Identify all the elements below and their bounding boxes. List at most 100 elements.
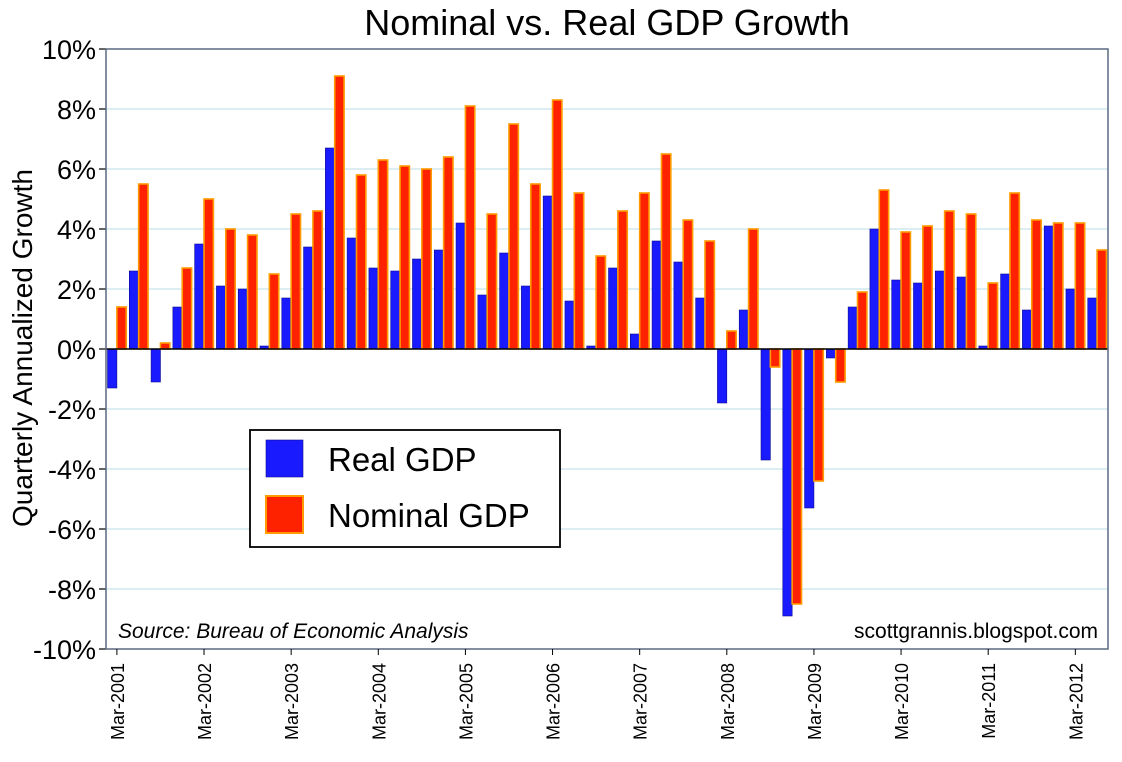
nominal-gdp-bar: [529, 183, 541, 350]
plot-frame: [105, 48, 1109, 650]
real-gdp-bar: [107, 348, 118, 389]
x-tick-label: Mar-2011: [979, 663, 999, 739]
plot-area: 10% 8% 6% 4% 2% 0% -2% -4% -6% -8% -10% Mar-2001 Mar…: [33, 35, 1109, 740]
y-tick-label: -6%: [48, 515, 96, 545]
nominal-gdp-bar: [421, 168, 433, 350]
real-gdp-bar: [717, 348, 728, 404]
real-gdp-bar: [542, 195, 553, 350]
nominal-gdp-bar: [878, 189, 890, 350]
real-gdp-bar: [738, 309, 749, 350]
nominal-gdp-bar: [638, 192, 650, 350]
x-tick-label: Mar-2005: [456, 663, 476, 740]
real-gdp-bar: [455, 222, 466, 350]
real-gdp-bar: [1087, 297, 1098, 350]
x-tick-label: Mar-2002: [195, 663, 215, 740]
nominal-gdp-bar: [965, 213, 977, 350]
nominal-gdp-bar: [355, 174, 367, 350]
real-gdp-bar: [390, 270, 401, 350]
legend: Real GDP Nominal GDP: [249, 429, 561, 548]
nominal-gdp-bar: [813, 348, 825, 482]
real-gdp-bar: [847, 306, 858, 350]
real-gdp-bar: [521, 285, 532, 350]
nominal-gdp-bar: [486, 213, 498, 350]
real-gdp-bar: [412, 258, 423, 350]
real-gdp-bar: [695, 297, 706, 350]
y-tick-label: 6%: [57, 155, 96, 185]
real-gdp-bar: [150, 348, 161, 383]
y-tick-label: 10%: [42, 35, 96, 65]
nominal-gdp-bar: [922, 225, 934, 350]
chart-title: Nominal vs. Real GDP Growth: [364, 2, 850, 43]
real-gdp-bar: [325, 147, 336, 350]
real-gdp-bar: [346, 237, 357, 350]
real-gdp-bar: [608, 267, 619, 350]
nominal-gdp-bar: [159, 342, 171, 350]
nominal-gdp-bar: [442, 156, 454, 350]
x-tick-label: Mar-2009: [805, 663, 825, 740]
nominal-gdp-bar: [617, 210, 629, 350]
real-gdp-bar: [172, 306, 183, 350]
nominal-gdp-bar: [181, 267, 193, 350]
y-axis-label: Quarterly Annualized Growth: [7, 169, 38, 527]
real-gdp-bar: [564, 300, 575, 350]
real-gdp-bar: [760, 348, 771, 461]
real-gdp-bar: [194, 243, 205, 350]
nominal-gdp-bar: [747, 228, 759, 350]
nominal-gdp-bar: [660, 153, 672, 350]
y-tick-label: -8%: [48, 575, 96, 605]
nominal-gdp-bar: [116, 306, 128, 350]
nominal-gdp-bar: [246, 234, 258, 350]
real-gdp-bar: [630, 333, 640, 350]
credit-note: scottgrannis.blogspot.com: [854, 620, 1098, 643]
x-tick-label: Mar-2012: [1066, 663, 1086, 740]
y-tick-label: 2%: [57, 275, 96, 305]
nominal-gdp-bar: [1030, 219, 1042, 350]
y-tick-label: 4%: [57, 215, 96, 245]
nominal-gdp-bar: [399, 165, 411, 350]
real-gdp-bar: [651, 240, 662, 350]
real-gdp-bar: [129, 270, 139, 350]
x-tick-label: Mar-2004: [369, 663, 389, 740]
real-gdp-bar: [1000, 273, 1011, 350]
x-tick-label: Mar-2006: [544, 663, 564, 740]
y-tick-label: -4%: [48, 455, 96, 485]
real-gdp-bar: [477, 294, 488, 350]
nominal-gdp-bar: [856, 291, 868, 350]
nominal-gdp-bar: [943, 210, 955, 350]
nominal-gdp-bar: [834, 348, 846, 383]
x-tick-label: Mar-2010: [892, 663, 912, 740]
real-gdp-bar: [1022, 309, 1033, 350]
x-tick-label: Mar-2008: [718, 663, 738, 740]
x-tick-label: Mar-2007: [631, 663, 651, 740]
nominal-gdp-bar: [769, 348, 781, 368]
nominal-gdp-bar: [377, 159, 389, 350]
legend-label: Real GDP: [328, 441, 477, 478]
x-tick-label: Mar-2001: [108, 663, 128, 740]
legend-swatch: [265, 439, 304, 478]
nominal-gdp-bar: [137, 183, 149, 350]
nominal-gdp-bar: [312, 210, 324, 350]
nominal-gdp-bar: [1052, 222, 1064, 350]
nominal-gdp-bar: [290, 213, 302, 350]
legend-label: Nominal GDP: [328, 497, 530, 534]
nominal-gdp-bar: [508, 123, 520, 350]
real-gdp-bar: [368, 267, 379, 350]
y-tick-label: 8%: [57, 95, 96, 125]
nominal-gdp-bar: [726, 330, 737, 350]
real-gdp-bar: [216, 285, 227, 350]
real-gdp-bar: [433, 249, 444, 350]
real-gdp-bar: [303, 246, 314, 350]
real-gdp-bar: [1043, 225, 1054, 350]
source-note: Source: Bureau of Economic Analysis: [118, 620, 469, 643]
real-gdp-bar: [281, 297, 292, 350]
y-tick-label: 0%: [57, 335, 96, 365]
nominal-gdp-bar: [900, 231, 912, 350]
y-tick-label: -10%: [33, 635, 96, 665]
nominal-gdp-bar: [1009, 192, 1021, 350]
nominal-gdp-bar: [203, 198, 215, 350]
real-gdp-bar: [891, 279, 902, 350]
real-gdp-bar: [956, 276, 967, 350]
nominal-gdp-bar: [573, 192, 585, 350]
